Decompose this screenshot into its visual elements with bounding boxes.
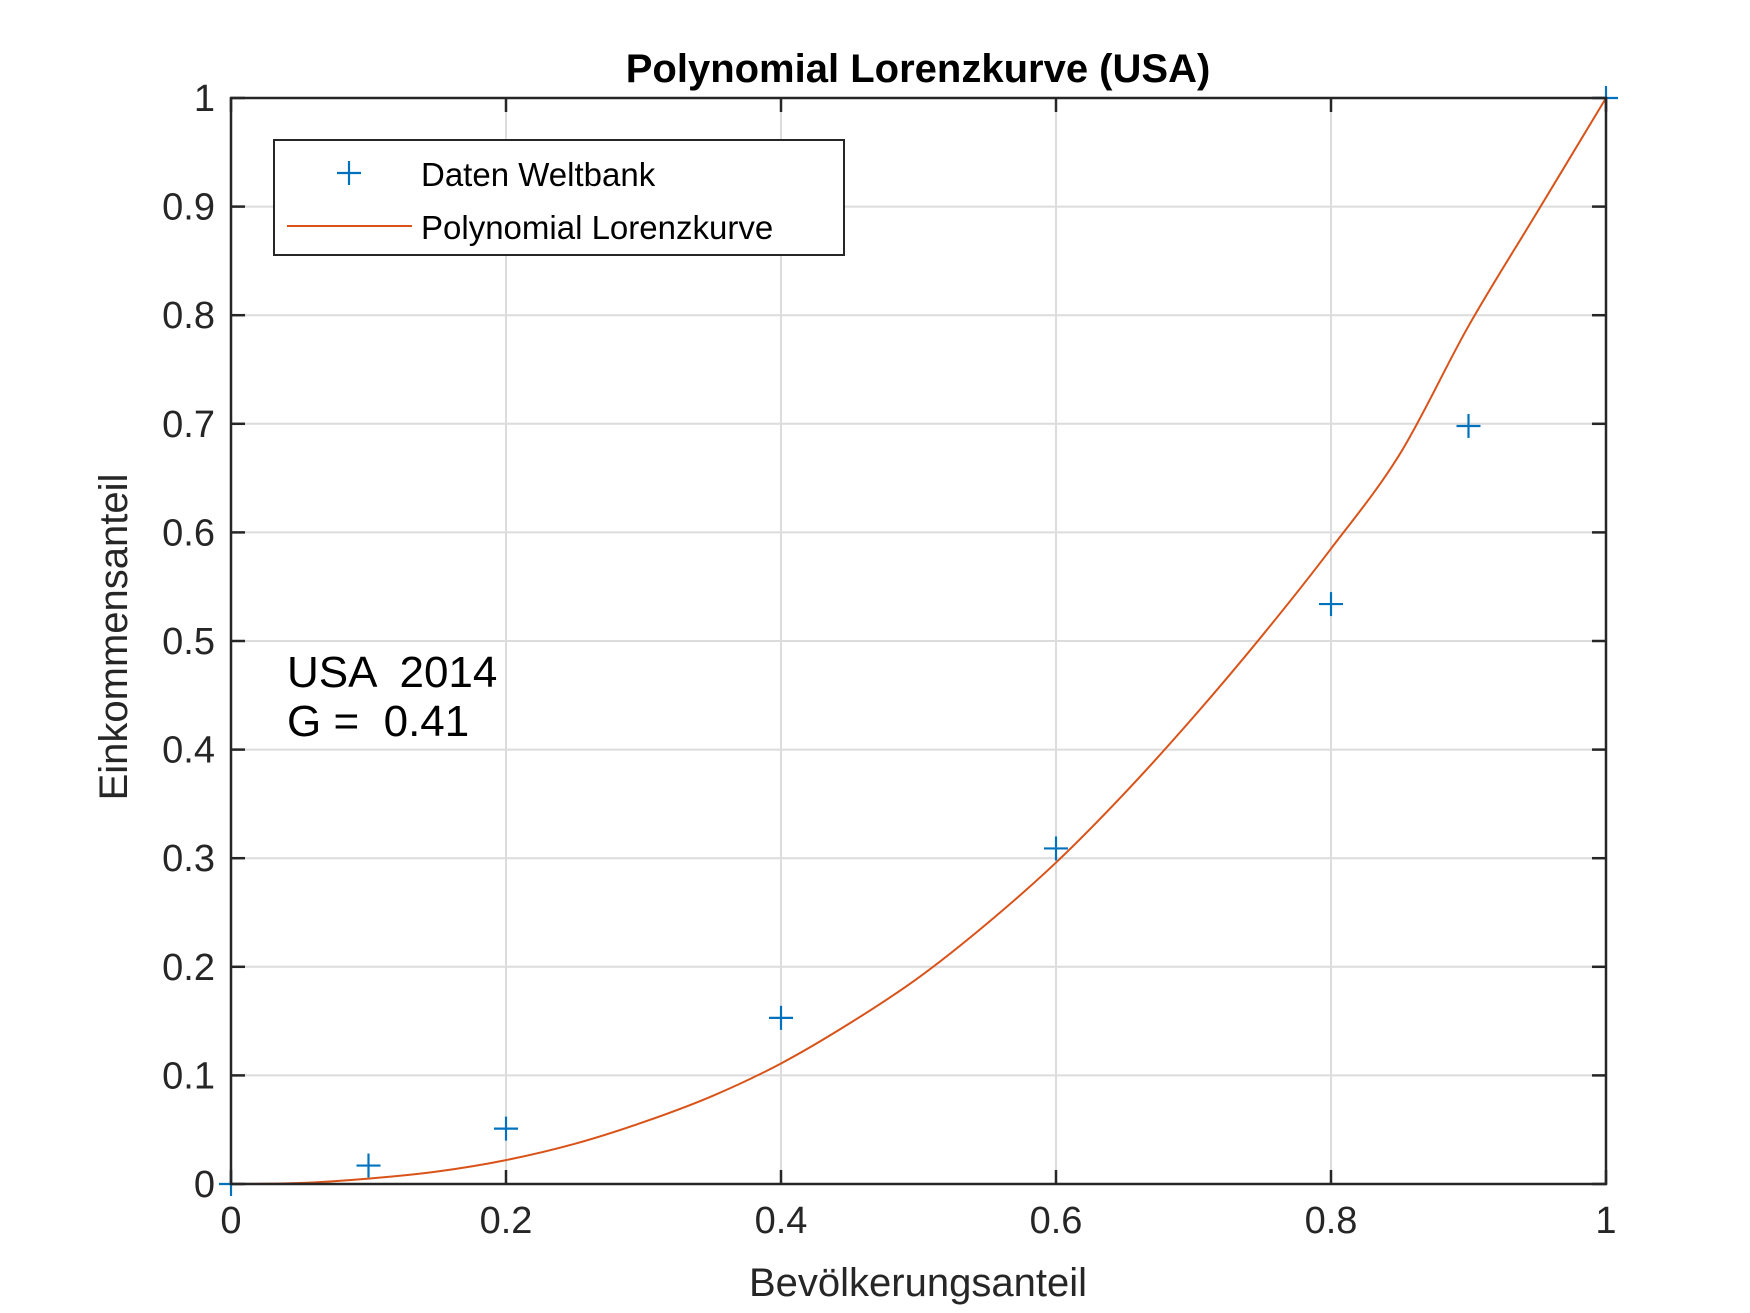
x-tick-label: 0.2: [480, 1200, 533, 1242]
y-tick-label: 1: [194, 78, 215, 120]
data-point: [1456, 413, 1481, 438]
legend-label-daten-weltbank: Daten Weltbank: [421, 156, 656, 193]
series-lorenz-curve: [230, 97, 1607, 1185]
x-tick-labels: 0 0.2 0.4 0.6 0.8 1: [220, 1200, 1616, 1242]
x-tick-label: 1: [1595, 1200, 1616, 1242]
y-tick-label: 0.6: [162, 512, 215, 554]
chart-title: Polynomial Lorenzkurve (USA): [626, 47, 1211, 91]
x-tick-label: 0.4: [755, 1200, 808, 1242]
y-tick-label: 0.3: [162, 838, 215, 880]
y-tick-label: 0.9: [162, 187, 215, 229]
y-tick-label: 0.4: [162, 730, 215, 772]
y-axis-label: Einkommensanteil: [92, 474, 136, 801]
data-point: [769, 1005, 793, 1030]
y-tick-label: 0.7: [162, 404, 215, 446]
lorenz-curve-line: [230, 97, 1607, 1185]
x-tick-label: 0: [220, 1200, 241, 1242]
legend-marker-plus: [337, 161, 361, 185]
annotation-country-year: USA 2014: [287, 648, 497, 697]
legend: Daten Weltbank Polynomial Lorenzkurve: [273, 139, 845, 256]
x-tick-label: 0.8: [1305, 1200, 1358, 1242]
data-point: [1319, 592, 1343, 617]
y-tick-label: 0: [194, 1164, 215, 1206]
plot-frame: [229, 96, 1608, 1186]
y-tick-label: 0.1: [162, 1055, 215, 1097]
legend-label-polynomial-lorenzkurve: Polynomial Lorenzkurve: [421, 209, 773, 246]
x-tick-label: 0.6: [1030, 1200, 1083, 1242]
y-tick-label: 0.2: [162, 947, 215, 989]
data-point: [494, 1116, 518, 1141]
data-point: [1044, 836, 1068, 861]
y-tick-label: 0.5: [162, 621, 215, 663]
y-tick-labels: 0 0.1 0.2 0.3 0.4 0.5 0.6 0.7 0.8 0.9 1: [162, 78, 215, 1206]
legend-plus-glyph: [337, 161, 361, 185]
y-tick-label: 0.8: [162, 295, 215, 337]
data-point: [356, 1153, 381, 1178]
x-axis-label: Bevölkerungsanteil: [749, 1261, 1087, 1305]
annotation-gini: G = 0.41: [287, 697, 469, 746]
legend-box: [273, 139, 845, 256]
